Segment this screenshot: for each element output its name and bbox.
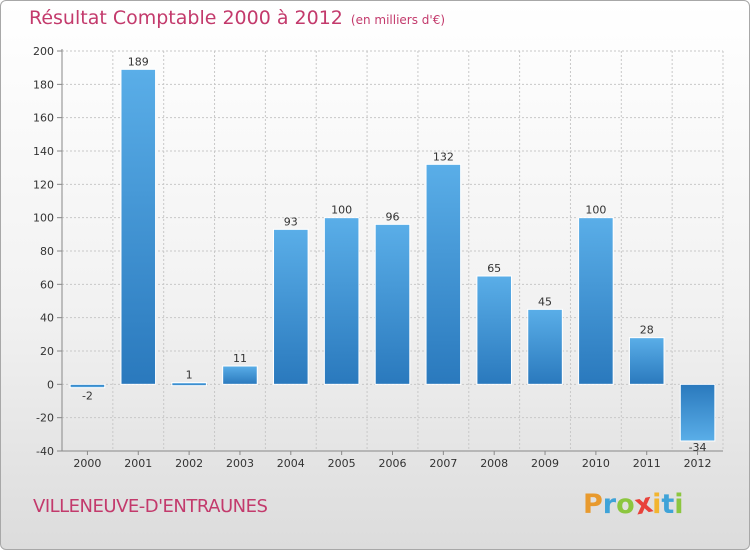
y-tick-label: -20	[36, 412, 54, 425]
x-tick-label: 2006	[379, 457, 407, 470]
proxiti-logo: Proxiti	[583, 488, 684, 522]
bar-2012	[679, 383, 716, 442]
y-tick-label: 160	[33, 112, 54, 125]
subtitle-text: (en milliers d'€)	[350, 13, 446, 27]
data-label: 96	[386, 210, 400, 223]
x-tick-label: 2010	[582, 457, 610, 470]
y-tick-label: 40	[40, 312, 54, 325]
x-tick-label: 2002	[175, 457, 203, 470]
x-tick-label: 2012	[684, 457, 712, 470]
data-label: -34	[689, 441, 707, 454]
y-tick-label: 60	[40, 278, 54, 291]
data-label: 1	[186, 369, 193, 382]
bar-2003	[222, 365, 258, 385]
y-tick-label: 20	[40, 345, 54, 358]
data-label: 100	[585, 204, 606, 217]
bar-layer	[69, 68, 716, 442]
logo-letter: i	[652, 489, 662, 520]
bar-2008	[476, 275, 512, 385]
y-tick-label: 0	[47, 378, 54, 391]
bar-2001	[120, 68, 157, 385]
data-label: 65	[487, 262, 501, 275]
axis-layer: -40 -20 0 20 40 60 80 100 120 140 160 180 200 2000 200…	[33, 45, 723, 470]
y-tick-label: 140	[33, 145, 54, 158]
y-tick-label: 120	[33, 178, 54, 191]
bar-2006	[374, 223, 411, 385]
data-label: 100	[331, 204, 352, 217]
x-tick-label: 2005	[328, 457, 356, 470]
bar-2010	[578, 217, 614, 385]
bar-2011	[628, 337, 665, 385]
bar-2005	[323, 217, 360, 385]
bar-2009	[527, 308, 563, 385]
place-name: VILLENEUVE-D'ENTRAUNES	[33, 496, 268, 517]
logo-letter: P	[583, 489, 603, 520]
data-label: 189	[128, 55, 149, 68]
x-tick-label: 2008	[480, 457, 508, 470]
data-label: 11	[233, 352, 247, 365]
x-tick-label: 2011	[633, 457, 661, 470]
x-tick-label: 2004	[277, 457, 305, 470]
x-tick-label: 2007	[429, 457, 457, 470]
x-tick-label: 2009	[531, 457, 559, 470]
data-label: 93	[284, 215, 298, 228]
bar-2007	[425, 163, 462, 385]
data-label: -2	[82, 390, 93, 403]
grid-layer	[61, 50, 724, 452]
y-tick-label: 180	[33, 78, 54, 91]
logo-letter: o	[616, 489, 635, 520]
data-label: 132	[433, 150, 454, 163]
x-tick-label: 2001	[124, 457, 152, 470]
data-label: 45	[538, 295, 552, 308]
title-text: Résultat Comptable 2000 à 2012	[29, 7, 343, 29]
chart-title: Résultat Comptable 2000 à 2012 (en millie…	[29, 7, 445, 29]
bar-2002	[171, 382, 207, 387]
y-tick-label: 80	[40, 245, 54, 258]
logo-letter: r	[602, 489, 617, 520]
logo-letter: i	[674, 489, 684, 520]
x-tick-label: 2000	[73, 457, 101, 470]
y-tick-label: 100	[33, 212, 54, 225]
data-label: 28	[640, 324, 654, 337]
bar-2004	[273, 228, 309, 385]
bar-2000	[69, 383, 106, 389]
logo-letter: t	[661, 489, 675, 520]
y-tick-label: 200	[33, 45, 54, 58]
x-tick-label: 2003	[226, 457, 254, 470]
y-tick-label: -40	[36, 445, 54, 458]
